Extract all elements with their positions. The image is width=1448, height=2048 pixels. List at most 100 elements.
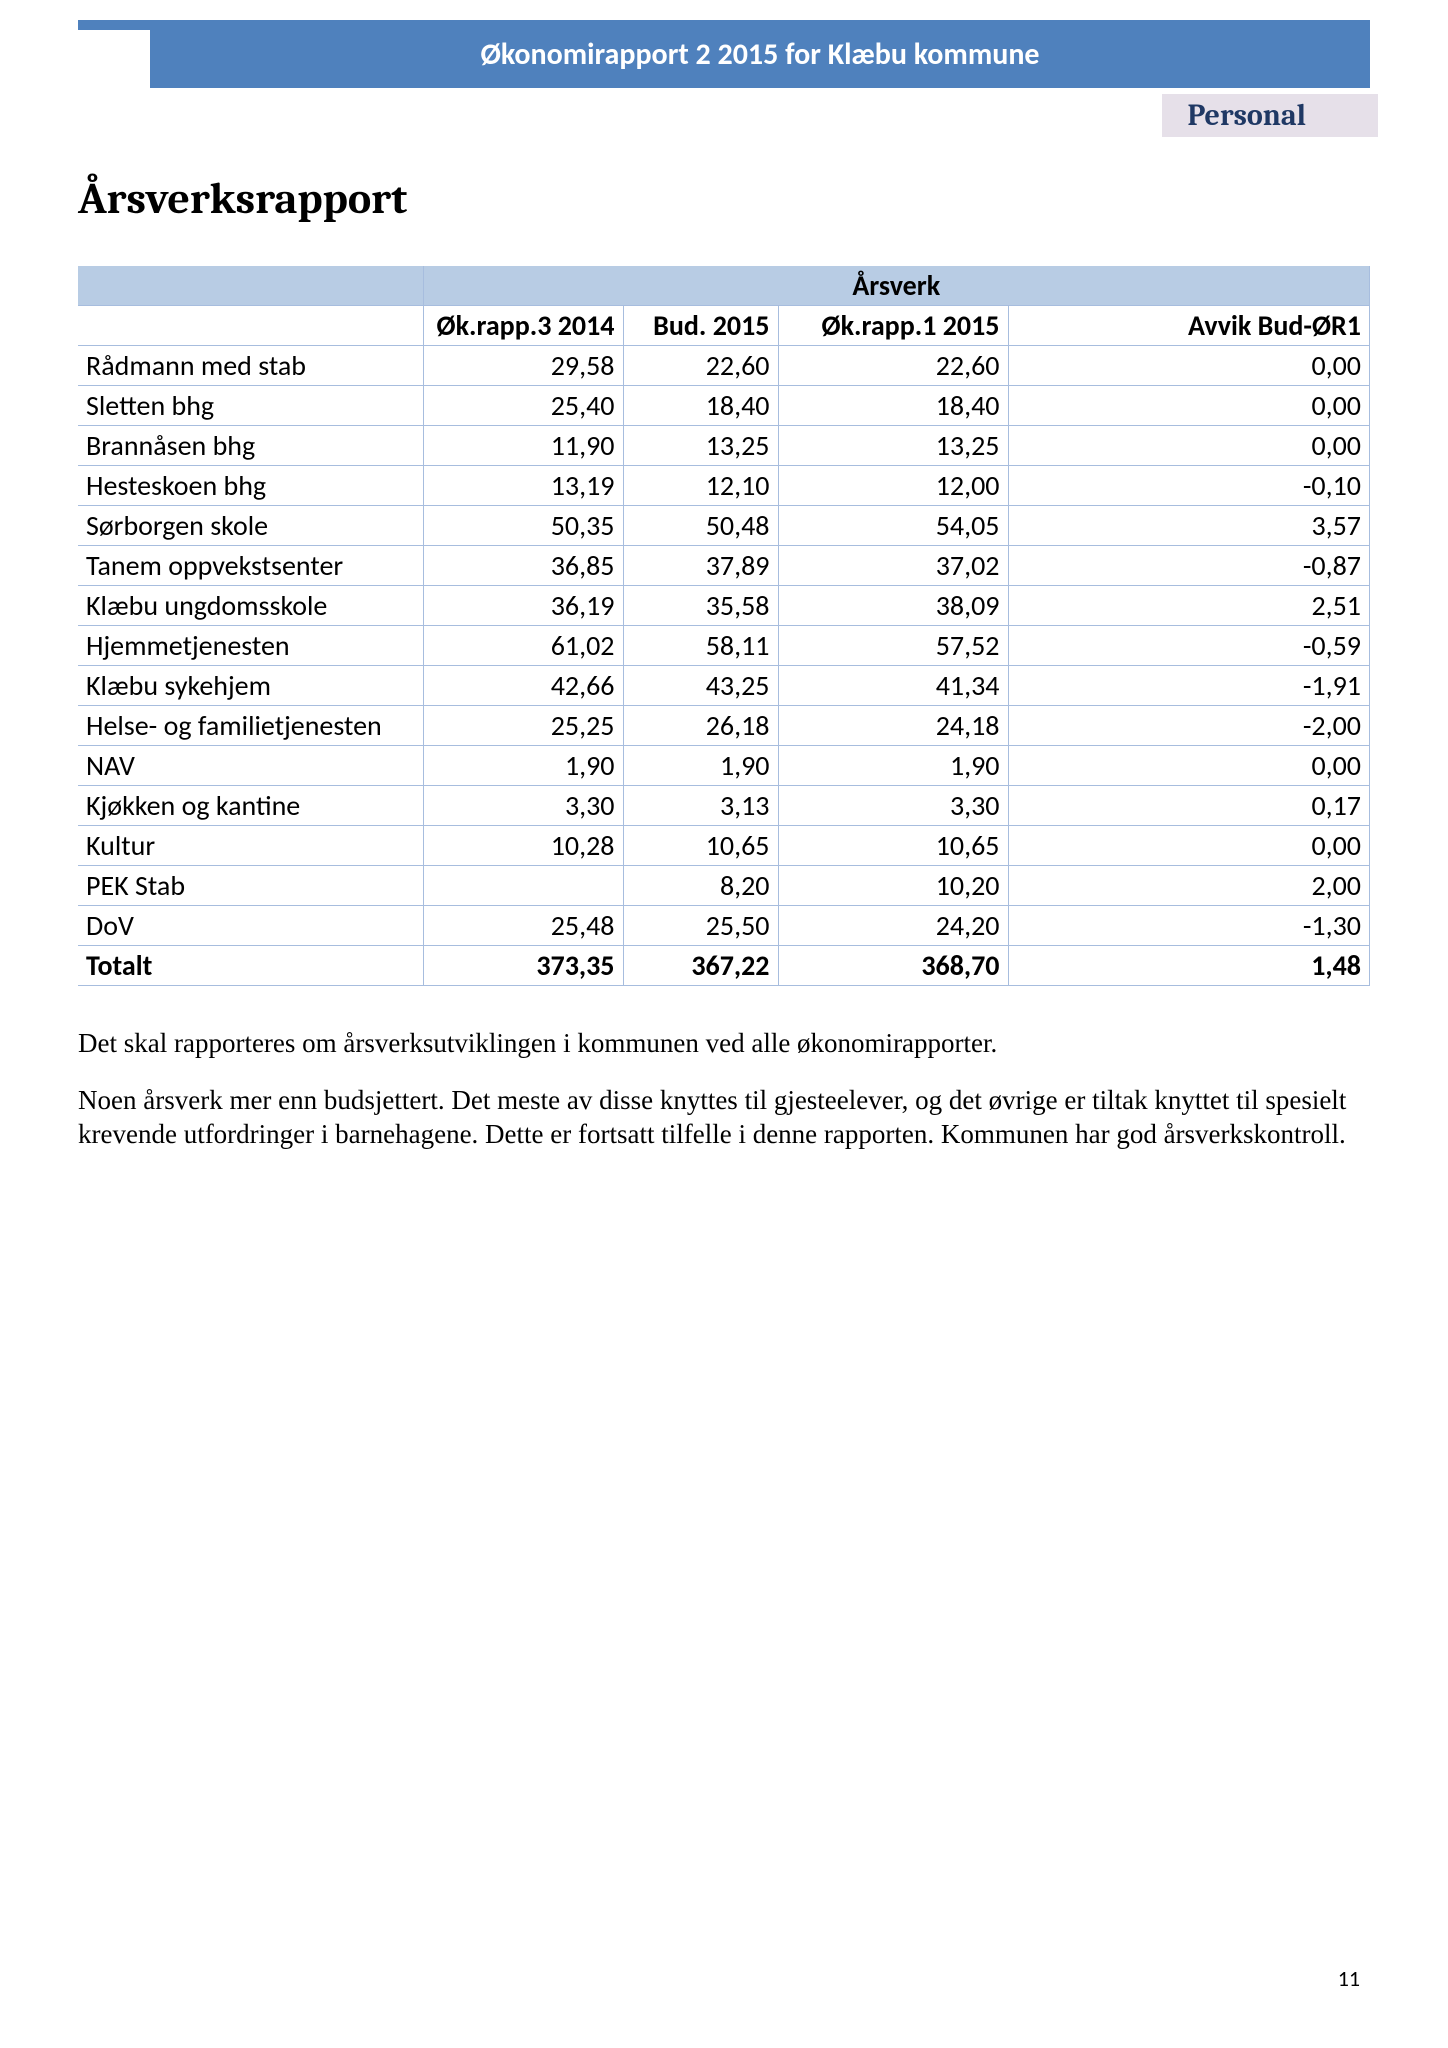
- row-value: 3,30: [423, 786, 623, 826]
- table-empty-header: [78, 266, 423, 306]
- row-value: 36,19: [423, 586, 623, 626]
- row-label: Tanem oppvekstsenter: [78, 546, 423, 586]
- paragraph: Noen årsverk mer enn budsjettert. Det me…: [78, 1083, 1370, 1152]
- row-value: 0,00: [1008, 346, 1370, 386]
- row-value: 0,00: [1008, 386, 1370, 426]
- row-label: Klæbu sykehjem: [78, 666, 423, 706]
- table-col-0: Øk.rapp.3 2014: [423, 306, 623, 346]
- row-value: 13,25: [623, 426, 778, 466]
- table-row: Helse- og familietjenesten25,2526,1824,1…: [78, 706, 1370, 746]
- table-total-row: Totalt373,35367,22368,701,48: [78, 946, 1370, 986]
- paragraph: Det skal rapporteres om årsverksutviklin…: [78, 1026, 1370, 1061]
- row-label: Helse- og familietjenesten: [78, 706, 423, 746]
- row-value: 36,85: [423, 546, 623, 586]
- row-value: 10,65: [623, 826, 778, 866]
- row-value: 0,17: [1008, 786, 1370, 826]
- row-value: 25,25: [423, 706, 623, 746]
- table-group-header: Årsverk: [423, 266, 1370, 306]
- arsverk-table: Årsverk Øk.rapp.3 2014 Bud. 2015 Øk.rapp…: [78, 266, 1370, 986]
- row-value: -0,10: [1008, 466, 1370, 506]
- total-value: 1,48: [1008, 946, 1370, 986]
- row-label: Brannåsen bhg: [78, 426, 423, 466]
- total-value: 373,35: [423, 946, 623, 986]
- row-value: -0,59: [1008, 626, 1370, 666]
- section-badge-row: Personal: [78, 94, 1370, 137]
- row-value: 41,34: [778, 666, 1008, 706]
- row-value: 3,57: [1008, 506, 1370, 546]
- table-row: Kultur10,2810,6510,650,00: [78, 826, 1370, 866]
- table-column-headers: Øk.rapp.3 2014 Bud. 2015 Øk.rapp.1 2015 …: [78, 306, 1370, 346]
- row-value: 24,20: [778, 906, 1008, 946]
- row-value: 24,18: [778, 706, 1008, 746]
- table-col-3: Avvik Bud-ØR1: [1008, 306, 1370, 346]
- row-label: Hesteskoen bhg: [78, 466, 423, 506]
- table-row: Rådmann med stab29,5822,6022,600,00: [78, 346, 1370, 386]
- row-value: 26,18: [623, 706, 778, 746]
- row-value: 37,89: [623, 546, 778, 586]
- row-value: 3,30: [778, 786, 1008, 826]
- row-value: 10,20: [778, 866, 1008, 906]
- row-value: 58,11: [623, 626, 778, 666]
- row-value: 13,19: [423, 466, 623, 506]
- table-row: Klæbu sykehjem42,6643,2541,34-1,91: [78, 666, 1370, 706]
- row-value: 37,02: [778, 546, 1008, 586]
- row-value: 25,48: [423, 906, 623, 946]
- row-value: 18,40: [778, 386, 1008, 426]
- row-value: 10,28: [423, 826, 623, 866]
- row-label: NAV: [78, 746, 423, 786]
- row-value: 25,40: [423, 386, 623, 426]
- total-label: Totalt: [78, 946, 423, 986]
- report-header: Økonomirapport 2 2015 for Klæbu kommune: [78, 20, 1370, 88]
- row-label: Kjøkken og kantine: [78, 786, 423, 826]
- row-value: 35,58: [623, 586, 778, 626]
- row-value: 1,90: [423, 746, 623, 786]
- row-label: Hjemmetjenesten: [78, 626, 423, 666]
- row-value: 12,10: [623, 466, 778, 506]
- row-value: 22,60: [778, 346, 1008, 386]
- table-row: Tanem oppvekstsenter36,8537,8937,02-0,87: [78, 546, 1370, 586]
- row-label: Sletten bhg: [78, 386, 423, 426]
- row-value: 61,02: [423, 626, 623, 666]
- row-value: 2,00: [1008, 866, 1370, 906]
- row-value: 8,20: [623, 866, 778, 906]
- row-value: [423, 866, 623, 906]
- row-value: 3,13: [623, 786, 778, 826]
- row-label: DoV: [78, 906, 423, 946]
- row-value: 13,25: [778, 426, 1008, 466]
- row-value: 12,00: [778, 466, 1008, 506]
- row-value: 18,40: [623, 386, 778, 426]
- row-value: 10,65: [778, 826, 1008, 866]
- row-value: 0,00: [1008, 426, 1370, 466]
- body-text: Det skal rapporteres om årsverksutviklin…: [78, 1026, 1370, 1152]
- row-value: 54,05: [778, 506, 1008, 546]
- row-label: PEK Stab: [78, 866, 423, 906]
- row-value: 0,00: [1008, 746, 1370, 786]
- row-value: 29,58: [423, 346, 623, 386]
- table-row: NAV1,901,901,900,00: [78, 746, 1370, 786]
- row-value: 1,90: [623, 746, 778, 786]
- table-row: PEK Stab 8,2010,202,00: [78, 866, 1370, 906]
- row-value: 50,48: [623, 506, 778, 546]
- table-col-label: [78, 306, 423, 346]
- row-value: 50,35: [423, 506, 623, 546]
- table-row: DoV25,4825,5024,20-1,30: [78, 906, 1370, 946]
- row-value: 38,09: [778, 586, 1008, 626]
- total-value: 368,70: [778, 946, 1008, 986]
- row-value: 57,52: [778, 626, 1008, 666]
- table-row: Hesteskoen bhg13,1912,1012,00-0,10: [78, 466, 1370, 506]
- row-label: Sørborgen skole: [78, 506, 423, 546]
- row-label: Klæbu ungdomsskole: [78, 586, 423, 626]
- report-title: Økonomirapport 2 2015 for Klæbu kommune: [150, 20, 1370, 88]
- table-row: Brannåsen bhg11,9013,2513,250,00: [78, 426, 1370, 466]
- row-value: -1,91: [1008, 666, 1370, 706]
- table-row: Sletten bhg25,4018,4018,400,00: [78, 386, 1370, 426]
- row-label: Rådmann med stab: [78, 346, 423, 386]
- table-row: Klæbu ungdomsskole36,1935,5838,092,51: [78, 586, 1370, 626]
- row-value: 0,00: [1008, 826, 1370, 866]
- total-value: 367,22: [623, 946, 778, 986]
- table-col-2: Øk.rapp.1 2015: [778, 306, 1008, 346]
- row-value: -1,30: [1008, 906, 1370, 946]
- row-value: 11,90: [423, 426, 623, 466]
- row-value: 22,60: [623, 346, 778, 386]
- table-row: Kjøkken og kantine3,303,133,300,17: [78, 786, 1370, 826]
